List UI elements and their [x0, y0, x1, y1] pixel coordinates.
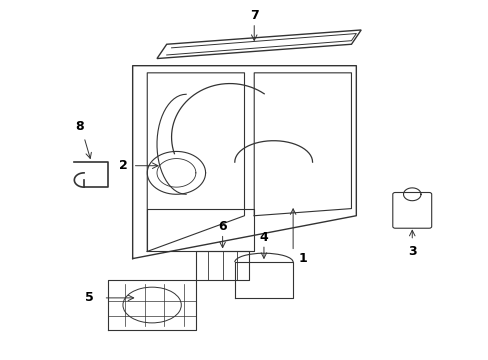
Text: 5: 5 — [84, 291, 93, 305]
Text: 7: 7 — [249, 9, 258, 22]
Text: 6: 6 — [218, 220, 226, 233]
Text: 2: 2 — [118, 159, 127, 172]
Text: 8: 8 — [75, 120, 83, 133]
Text: 3: 3 — [407, 245, 416, 258]
Text: 1: 1 — [298, 252, 306, 265]
Text: 4: 4 — [259, 231, 268, 244]
